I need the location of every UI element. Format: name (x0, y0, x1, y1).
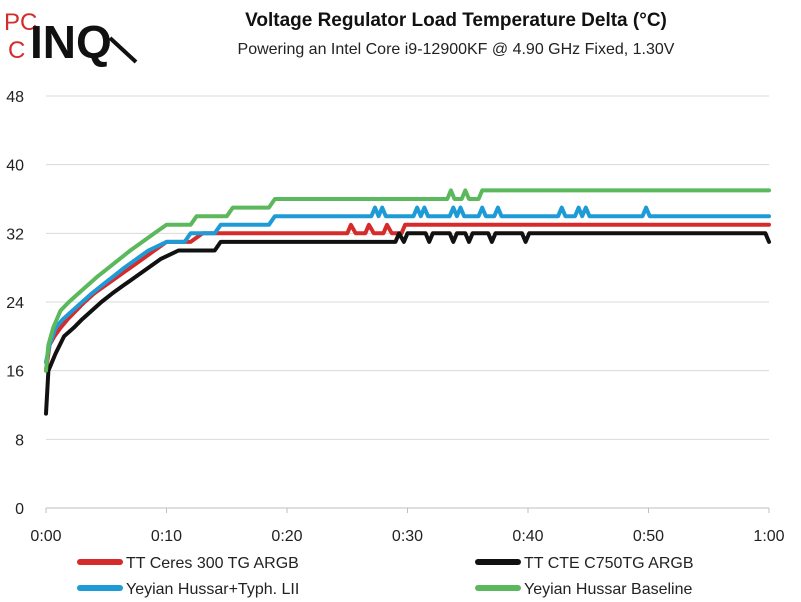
y-tick-label-16: 16 (6, 364, 24, 381)
series-line-1 (44, 231, 771, 416)
y-tick-label-48: 48 (6, 89, 24, 106)
y-tick-label-24: 24 (6, 295, 24, 312)
logo-slash-mark (108, 36, 138, 64)
y-tick-label-0: 0 (15, 501, 24, 518)
logo-c-text: C (8, 37, 25, 64)
gridlines (46, 95, 769, 440)
legend: TT Ceres 300 TG ARGB TT CTE C750TG ARGB Ye… (77, 555, 694, 598)
series-line-3 (44, 188, 771, 373)
pcinq-logo: PC C INQ (4, 9, 138, 68)
legend-label-2: Yeyian Hussar+Typh. LII (126, 581, 299, 598)
y-tick-label-8: 8 (15, 432, 24, 449)
legend-label-0: TT Ceres 300 TG ARGB (126, 555, 299, 572)
legend-label-1: TT CTE C750TG ARGB (524, 555, 694, 572)
x-tick-label-6: 1:00 (753, 528, 784, 545)
x-tick-label-2: 0:20 (271, 528, 302, 545)
chart-subtitle: Powering an Intel Core i9-12900KF @ 4.90… (238, 41, 675, 58)
series-lines (44, 188, 771, 416)
x-tick-label-1: 0:10 (151, 528, 182, 545)
x-tick-label-3: 0:30 (392, 528, 423, 545)
axes: 0 8 16 24 32 40 48 0:00 0:10 0:20 0:30 0:40 0:50 1:00 (6, 89, 784, 545)
x-tick-label-0: 0:00 (30, 528, 61, 545)
x-tick-label-4: 0:40 (512, 528, 543, 545)
logo-pc-text: PC (4, 9, 37, 36)
y-tick-label-32: 32 (6, 226, 24, 243)
x-tick-label-5: 0:50 (633, 528, 664, 545)
series-line-2 (44, 205, 771, 365)
chart-title: Voltage Regulator Load Temperature Delta… (245, 10, 667, 31)
logo-inq-text: INQ (30, 16, 112, 68)
y-tick-label-40: 40 (6, 158, 24, 175)
legend-label-3: Yeyian Hussar Baseline (524, 581, 693, 598)
